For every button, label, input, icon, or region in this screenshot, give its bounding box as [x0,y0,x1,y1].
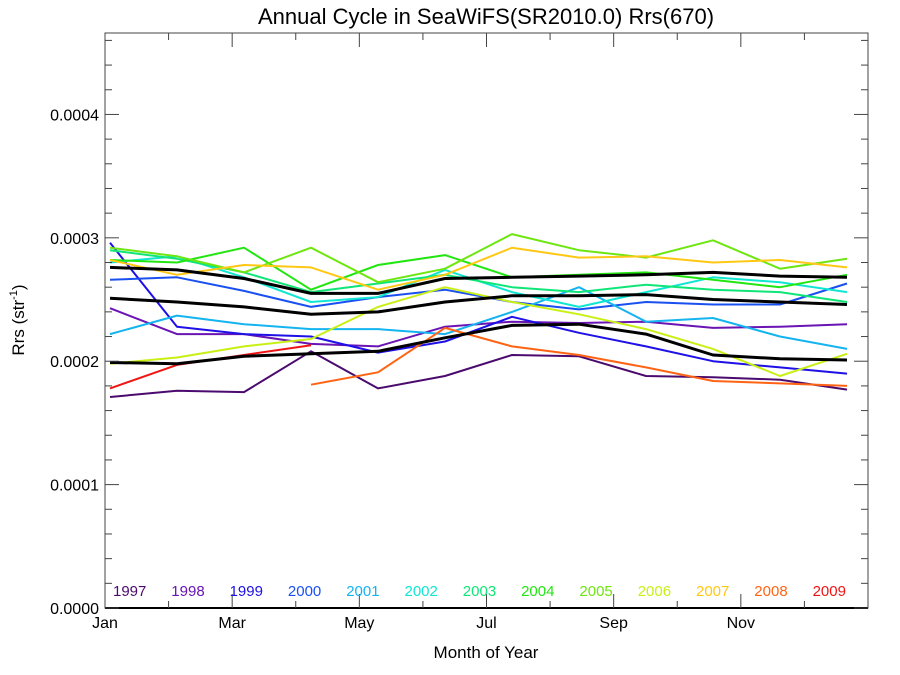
y-axis-label-suffix: ) [9,284,28,290]
legend-item-2002: 2002 [405,583,438,600]
series-line-mean [109,293,848,316]
series-line-2006 [109,286,848,377]
series-line-1997 [109,350,848,398]
x-tick-label: Nov [727,615,755,632]
y-axis-label: Rrs (str-1) [8,284,28,355]
legend-item-2005: 2005 [579,583,612,600]
x-axis-label: Month of Year [434,643,539,662]
series-line-2007 [109,246,848,291]
y-tick-label: 0.0001 [50,478,99,495]
x-tick-label: Jan [92,615,118,632]
y-tick-label: 0.0002 [50,354,99,371]
legend-item-2000: 2000 [288,583,321,600]
series-line-2008 [310,326,848,387]
legend-item-2006: 2006 [638,583,671,600]
series-line-2001 [109,286,848,350]
x-tick-label: May [344,615,374,632]
legend-item-2008: 2008 [754,583,787,600]
y-axis-label-superscript: -1 [8,290,20,300]
legend-item-1998: 1998 [171,583,204,600]
legend-item-2009: 2009 [813,583,846,600]
series-line-1998 [109,307,848,348]
chart-title: Annual Cycle in SeaWiFS(SR2010.0) Rrs(67… [258,4,714,29]
y-tick-label: 0.0000 [50,601,99,618]
series-line-2000 [109,276,848,311]
series-line-mean_plus_std [109,265,848,295]
x-tick-label: Sep [599,615,628,632]
x-tick-label: Mar [218,615,246,632]
x-tick-label: Jul [476,615,496,632]
series-line-2004 [109,246,848,291]
legend-item-2003: 2003 [463,583,496,600]
legend-item-2004: 2004 [521,583,554,600]
series-line-mean_minus_std [109,322,848,366]
legend-item-2007: 2007 [696,583,729,600]
legend-item-2001: 2001 [346,583,379,600]
series-line-1999 [109,242,848,375]
ticks-layer: 0.0000 0.0001 0.0002 0.0003 0.0004 Jan Mar May J… [50,33,869,632]
y-tick-label: 0.0004 [50,107,99,124]
y-tick-label: 0.0003 [50,231,99,248]
y-axis-label-main: Rrs (str [9,300,28,356]
legend-item-1999: 1999 [230,583,263,600]
series-layer [109,233,848,398]
series-line-2005 [109,233,848,284]
legend-item-1997: 1997 [113,583,146,600]
legend: 1997 1998 1999 2000 2001 2002 2003 2004 2005 2006… [113,583,846,600]
